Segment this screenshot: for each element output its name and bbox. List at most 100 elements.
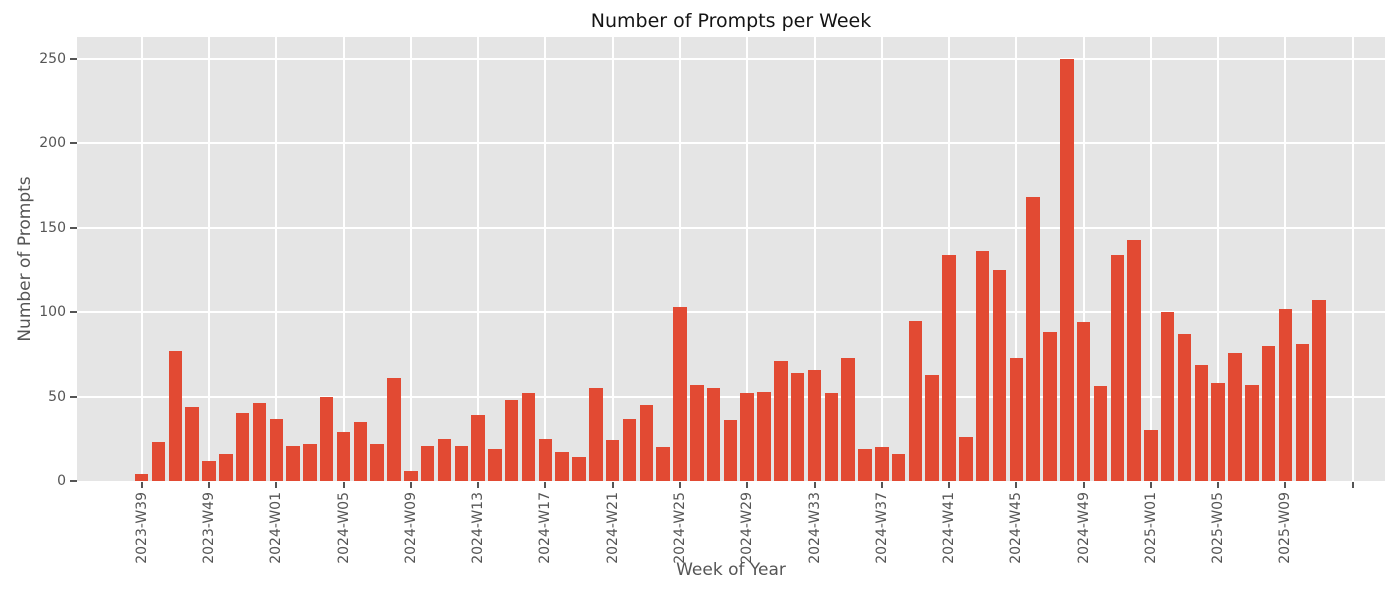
gridline <box>1082 37 1085 481</box>
gridline <box>409 37 412 481</box>
bar <box>824 393 839 481</box>
x-tick-mark <box>140 482 143 488</box>
bar <box>168 351 183 481</box>
bar <box>774 361 788 481</box>
x-tick-label: 2024-W25 <box>671 492 688 564</box>
bar <box>572 457 586 481</box>
bar <box>1228 352 1242 481</box>
plot-area <box>77 37 1385 481</box>
bar <box>1043 332 1057 481</box>
x-tick-mark <box>1284 482 1287 488</box>
bar <box>370 443 384 481</box>
bar <box>151 442 166 481</box>
x-tick-label: 2024-W29 <box>739 492 756 564</box>
bar <box>1194 364 1209 481</box>
y-tick-mark <box>70 395 77 398</box>
y-tick-label: 50 <box>48 388 66 405</box>
bar <box>1026 197 1040 481</box>
gridline <box>207 37 210 481</box>
bar <box>454 445 469 481</box>
x-tick-mark <box>207 482 210 488</box>
bar <box>690 384 704 481</box>
y-tick-label: 0 <box>57 473 66 489</box>
x-tick-label: 2023-W39 <box>133 492 150 564</box>
bar <box>975 251 990 481</box>
gridline <box>1351 37 1354 481</box>
gridline <box>77 311 1385 314</box>
bar <box>992 269 1007 481</box>
bar <box>319 396 334 481</box>
x-tick-label: 2024-W33 <box>806 492 823 564</box>
x-tick-mark <box>275 482 278 488</box>
bar <box>1261 345 1276 481</box>
x-tick-label: 2023-W49 <box>200 492 217 564</box>
bar <box>269 418 283 481</box>
x-axis-label: Week of Year <box>676 560 786 580</box>
x-tick-mark <box>1217 482 1220 488</box>
x-tick-label: 2024-W09 <box>402 492 419 564</box>
x-tick-mark <box>1015 482 1018 488</box>
x-tick-label: 2024-W41 <box>941 492 958 564</box>
bar <box>959 437 973 481</box>
gridline <box>77 395 1385 398</box>
bar <box>504 399 519 481</box>
y-tick-mark <box>70 226 77 229</box>
x-tick-mark <box>1149 482 1152 488</box>
x-tick-mark <box>342 482 345 488</box>
bar <box>353 421 368 481</box>
gridline <box>342 37 345 481</box>
bar <box>404 470 418 481</box>
bar <box>891 453 906 481</box>
bar <box>471 415 485 481</box>
x-tick-mark <box>880 482 883 488</box>
bar <box>1211 383 1225 481</box>
y-tick-mark <box>70 480 77 482</box>
gridline <box>544 37 547 481</box>
bar <box>538 438 553 481</box>
gridline <box>1015 37 1018 481</box>
bar <box>656 447 670 481</box>
bar <box>286 445 300 481</box>
y-tick-label: 100 <box>39 304 66 321</box>
bar <box>488 448 502 481</box>
bar <box>673 307 687 481</box>
x-tick-label: 2024-W49 <box>1075 492 1092 564</box>
bar <box>1295 344 1310 481</box>
gridline <box>275 37 278 481</box>
bar <box>1110 254 1124 481</box>
x-tick-mark <box>611 482 614 488</box>
x-tick-label: 2025-W01 <box>1142 492 1159 564</box>
y-tick-mark <box>70 142 77 145</box>
x-tick-mark <box>409 482 412 488</box>
gridline <box>746 37 749 481</box>
bar <box>185 406 199 481</box>
bar <box>925 374 939 481</box>
x-tick-label: 2024-W13 <box>470 492 487 564</box>
x-tick-mark <box>1082 482 1085 488</box>
x-tick-mark <box>746 482 749 488</box>
bar <box>134 474 149 481</box>
bar <box>202 460 216 481</box>
gridline <box>678 37 681 481</box>
x-tick-label: 2024-W17 <box>537 492 554 564</box>
y-tick-label: 200 <box>39 135 66 152</box>
gridline <box>477 37 480 481</box>
bar <box>807 369 822 481</box>
y-tick-label: 250 <box>39 50 66 67</box>
bar <box>235 413 250 481</box>
bar <box>622 418 637 481</box>
bar <box>1177 334 1192 481</box>
bar <box>521 393 536 481</box>
bar <box>841 357 855 481</box>
x-tick-mark <box>948 482 951 488</box>
bar <box>1278 308 1293 481</box>
x-tick-label: 2025-W09 <box>1277 492 1294 564</box>
x-tick-mark <box>477 482 480 488</box>
bar <box>420 445 435 481</box>
gridline <box>1149 37 1152 481</box>
x-tick-label: 2024-W01 <box>268 492 285 564</box>
bar <box>757 391 771 481</box>
y-tick-mark <box>70 57 77 60</box>
gridline <box>77 226 1385 229</box>
